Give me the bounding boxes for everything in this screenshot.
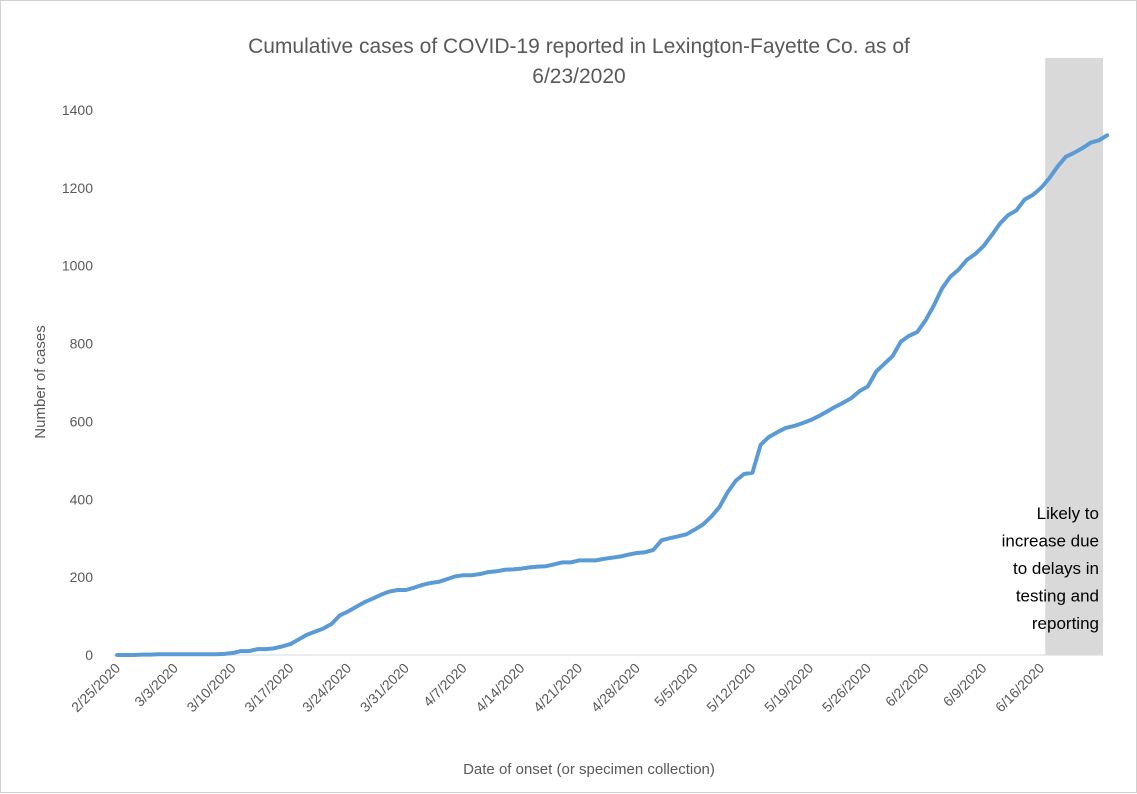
x-tick-label: 6/9/2020 (940, 660, 990, 710)
y-tick-label: 1000 (62, 258, 93, 274)
x-tick-label: 3/10/2020 (183, 660, 239, 716)
shaded-region-note: Likely to increase due to delays in testing… (1002, 504, 1099, 633)
shaded-region-note-line: increase due (1002, 532, 1099, 551)
x-tick-label: 5/12/2020 (703, 660, 759, 716)
series-line (115, 133, 1110, 657)
shaded-region-note-line: to delays in (1013, 559, 1099, 578)
x-tick-label: 2/25/2020 (68, 660, 124, 716)
chart-title: Cumulative cases of COVID-19 reported in… (248, 35, 910, 88)
x-tick-label: 4/28/2020 (588, 660, 644, 716)
chart-title-line: Cumulative cases of COVID-19 reported in… (248, 35, 910, 58)
x-tick-label: 4/7/2020 (420, 660, 470, 710)
shaded-region (1045, 58, 1103, 655)
y-tick-label: 400 (70, 491, 94, 507)
x-tick-label: 3/17/2020 (241, 660, 297, 716)
y-axis-ticks: 0 200 400 600 800 1000 1200 1400 (62, 102, 93, 663)
y-axis-title: Number of cases (32, 325, 49, 438)
y-tick-label: 600 (70, 413, 94, 429)
shaded-region-note-line: testing and (1016, 587, 1099, 606)
y-tick-label: 800 (70, 336, 94, 352)
x-axis-ticks: 2/25/2020 3/3/2020 3/10/2020 3/17/2020 3/24/… (68, 660, 1048, 716)
x-tick-label: 5/19/2020 (761, 660, 817, 716)
x-tick-label: 3/24/2020 (299, 660, 355, 716)
shaded-region-note-line: reporting (1032, 614, 1099, 633)
x-tick-label: 4/14/2020 (472, 660, 528, 716)
x-tick-label: 5/5/2020 (651, 660, 701, 710)
x-tick-label: 3/31/2020 (357, 660, 413, 716)
x-tick-label: 3/3/2020 (131, 660, 181, 710)
x-axis-title: Date of onset (or specimen collection) (463, 761, 715, 778)
chart-title-line: 6/23/2020 (532, 65, 625, 88)
x-tick-label: 4/21/2020 (530, 660, 586, 716)
y-tick-label: 1400 (62, 102, 93, 118)
x-tick-label: 6/16/2020 (992, 660, 1048, 716)
y-tick-label: 1200 (62, 180, 93, 196)
y-tick-label: 0 (85, 647, 93, 663)
x-tick-label: 5/26/2020 (819, 660, 875, 716)
series-line-group (115, 133, 1110, 657)
shaded-region-rect (1045, 58, 1103, 655)
shaded-region-note-line: Likely to (1037, 504, 1099, 523)
x-tick-label: 6/2/2020 (882, 660, 932, 710)
y-tick-label: 200 (70, 569, 94, 585)
